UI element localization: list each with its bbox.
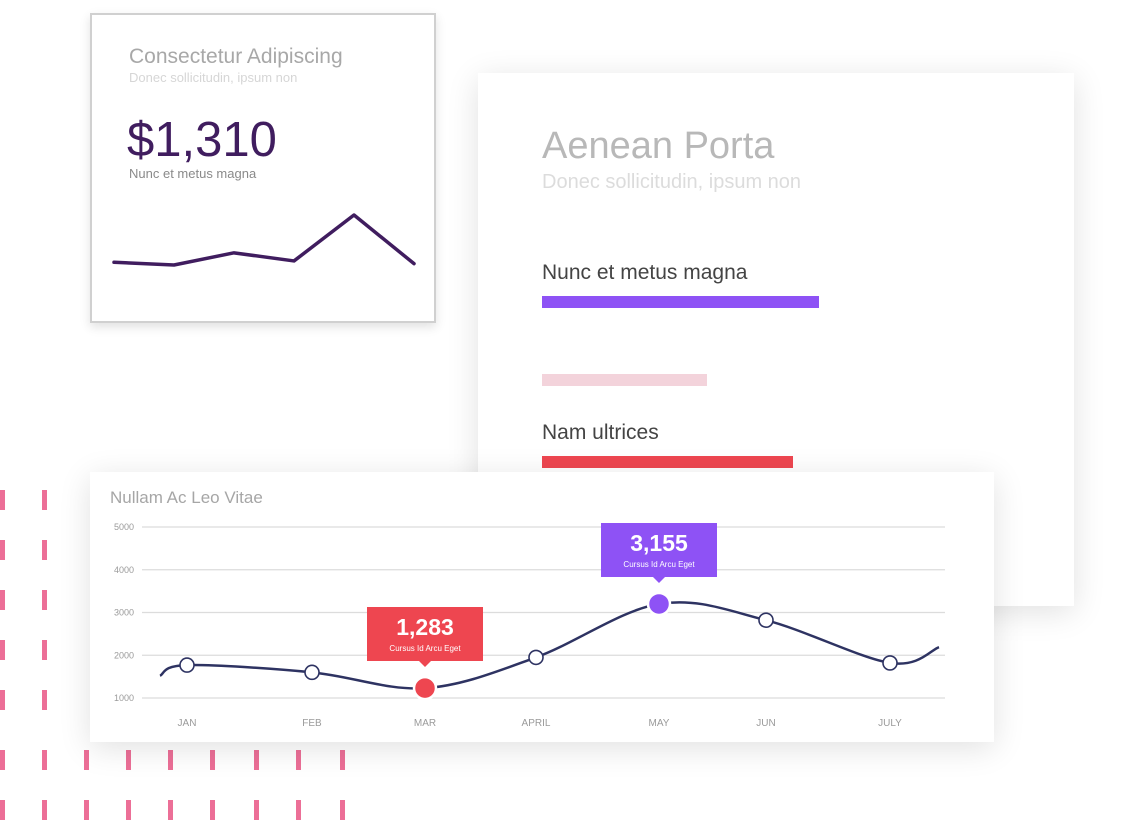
value-callout: 3,155 Cursus Id Arcu Eget [601, 522, 717, 583]
progress-card-title: Aenean Porta [542, 125, 775, 167]
x-tick-label: MAR [414, 718, 436, 729]
decorative-dash [42, 540, 47, 560]
decorative-dash [42, 800, 47, 820]
callout-label: Cursus Id Arcu Eget [389, 644, 461, 654]
y-tick-label: 2000 [114, 650, 134, 660]
decorative-dash [254, 800, 259, 820]
decorative-dash [168, 750, 173, 770]
revenue-card: Consectetur Adipiscing Donec sollicitudi… [90, 13, 436, 323]
decorative-dash [210, 750, 215, 770]
decorative-dash [42, 490, 47, 510]
x-tick-label: FEB [302, 718, 322, 729]
data-point [528, 649, 544, 666]
line-chart-card: Nullam Ac Leo Vitae 1000 2000 3000 4000 5000… [90, 472, 994, 742]
decorative-dash [0, 490, 5, 510]
decorative-dash [296, 750, 301, 770]
x-tick-label: APRIL [522, 718, 551, 729]
revenue-card-title: Consectetur Adipiscing [129, 45, 343, 68]
sparkline-series [112, 213, 416, 267]
decorative-dash [84, 750, 89, 770]
data-point [179, 657, 195, 673]
decorative-dash [42, 640, 47, 660]
decorative-dash [84, 800, 89, 820]
progress-label-1: Nunc et metus magna [542, 261, 748, 284]
decorative-dash [254, 750, 259, 770]
decorative-dash [340, 800, 345, 820]
decorative-dash [296, 800, 301, 820]
revenue-card-subtitle: Donec sollicitudin, ipsum non [129, 70, 298, 85]
y-tick-label: 4000 [114, 565, 134, 575]
decorative-dash [0, 800, 5, 820]
revenue-sparkline [112, 213, 416, 267]
line-chart: 1000 2000 3000 4000 5000 JAN FEB MAR APRIL MAY JUN… [114, 522, 945, 729]
decorative-dash [0, 640, 5, 660]
revenue-caption: Nunc et metus magna [129, 166, 257, 181]
callout-pointer [419, 661, 431, 668]
x-tick-label: MAY [649, 718, 670, 729]
decorative-dash [210, 800, 215, 820]
decorative-dash [42, 750, 47, 770]
x-tick-label: JULY [878, 718, 902, 729]
decorative-dash [126, 750, 131, 770]
decorative-dash [0, 690, 5, 710]
data-point [304, 664, 320, 681]
value-callout: 1,283 Cursus Id Arcu Eget [367, 607, 483, 668]
chart-title: Nullam Ac Leo Vitae [110, 488, 263, 507]
callout-value: 3,155 [630, 529, 688, 556]
data-point [882, 655, 898, 671]
highlight-point [412, 675, 438, 701]
progress-bar-3 [542, 456, 793, 468]
progress-label-3: Nam ultrices [542, 421, 659, 444]
y-tick-label: 3000 [114, 608, 134, 618]
highlight-point [646, 591, 672, 617]
decorative-dash [0, 590, 5, 610]
x-tick-label: JUN [756, 718, 775, 729]
y-tick-label: 1000 [114, 693, 134, 703]
decorative-dash [0, 750, 5, 770]
callout-pointer [653, 576, 665, 583]
callout-value: 1,283 [396, 614, 454, 641]
data-point [758, 612, 774, 628]
x-tick-label: JAN [178, 718, 197, 729]
decorative-dash [42, 690, 47, 710]
progress-card-subtitle: Donec sollicitudin, ipsum non [542, 171, 802, 193]
progress-bar-1 [542, 296, 820, 308]
decorative-dash [340, 750, 345, 770]
decorative-dash [126, 800, 131, 820]
decorative-dash [0, 540, 5, 560]
line-series [159, 601, 940, 690]
revenue-value: $1,310 [127, 113, 277, 167]
callout-label: Cursus Id Arcu Eget [623, 559, 695, 569]
progress-bar-2 [542, 374, 708, 386]
decorative-dash [42, 590, 47, 610]
decorative-dash [168, 800, 173, 820]
y-tick-label: 5000 [114, 522, 134, 532]
